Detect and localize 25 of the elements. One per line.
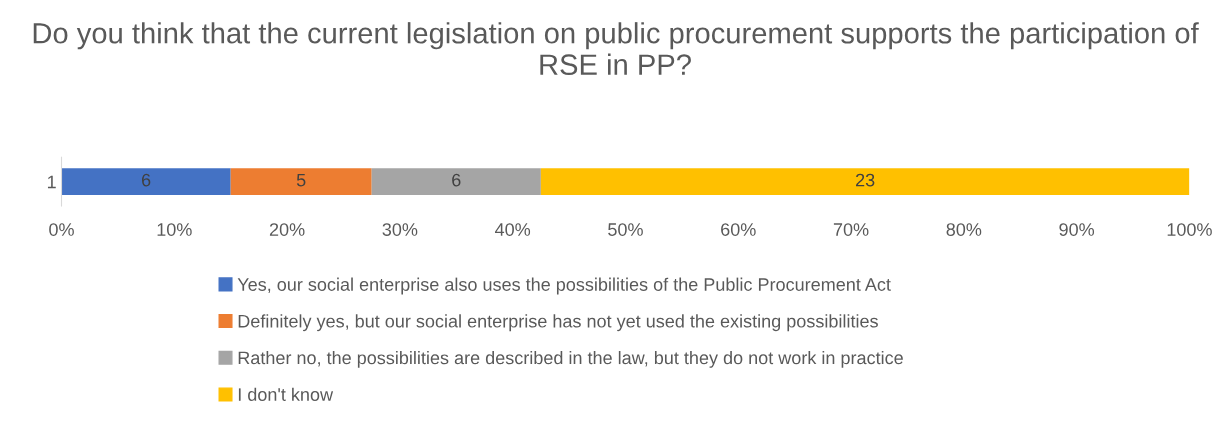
- x-tick-label: 10%: [157, 223, 192, 236]
- annotation: 6: [141, 173, 151, 187]
- x-tick-label: 20%: [269, 223, 305, 236]
- bar: [540, 168, 1190, 196]
- x-tick-label: 100%: [1167, 223, 1212, 236]
- bar: [61, 168, 231, 196]
- x-tick-label: 60%: [721, 223, 756, 236]
- x-tick-label: 40%: [495, 223, 531, 236]
- bar: [371, 168, 541, 196]
- x-tick-label: 0%: [49, 223, 74, 236]
- y-tick-label: 1: [47, 175, 56, 189]
- x-tick-label: 70%: [833, 223, 869, 236]
- x-tick-label: 90%: [1059, 223, 1095, 236]
- bar: [230, 168, 372, 196]
- legend-label: Definitely yes, but our social enterprise has not yet used the existing possibilities: [238, 314, 878, 332]
- legend-label: Rather no, the possibilities are described in the law, but they do not work in practice: [238, 351, 903, 368]
- annotation: 5: [296, 173, 306, 187]
- annotation: 23: [856, 173, 875, 187]
- x-tick-label: 80%: [946, 223, 982, 236]
- legend-label: I don't know: [238, 387, 334, 401]
- x-tick-label: 30%: [382, 223, 418, 236]
- chart-title: Do you think that the current legislation on public procurement supports the participation of RSE in PP?: [33, 22, 1199, 75]
- annotation: 6: [452, 173, 461, 187]
- x-tick-label: 50%: [608, 223, 643, 236]
- legend-label: Yes, our social enterprise also uses the possibilities of the Public Procurement Act: [237, 277, 891, 295]
